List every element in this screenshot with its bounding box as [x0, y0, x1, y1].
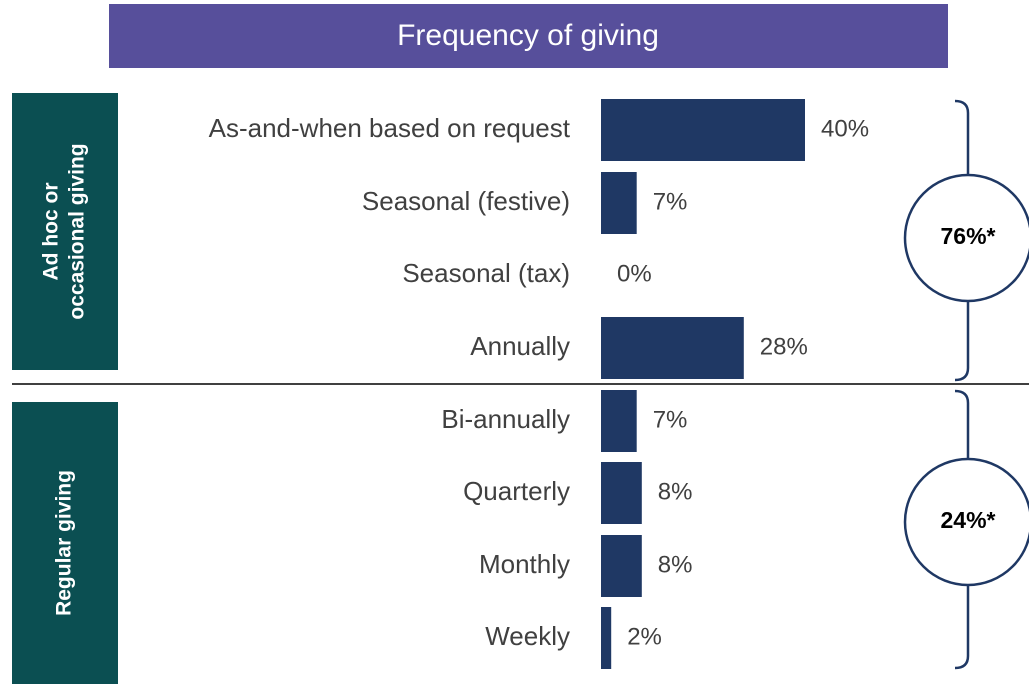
group-total: 76%* [941, 223, 996, 249]
category-label: Monthly [479, 549, 570, 579]
group-box [12, 93, 118, 370]
bar [601, 462, 642, 524]
value-label: 2% [627, 623, 662, 650]
group-label: Ad hoc or [40, 183, 63, 281]
category-label: As-and-when based on request [209, 113, 571, 143]
bar [601, 317, 744, 379]
value-label: 0% [617, 260, 652, 287]
group-label: Regular giving [53, 470, 76, 616]
chart-title: Frequency of giving [397, 19, 659, 52]
group-box [12, 402, 118, 684]
category-label: Seasonal (festive) [362, 186, 570, 216]
category-label: Quarterly [463, 476, 570, 506]
category-label: Weekly [485, 621, 570, 651]
bar [601, 99, 805, 161]
bar [601, 535, 642, 597]
value-label: 8% [658, 478, 693, 505]
title-banner [109, 4, 948, 68]
value-label: 7% [653, 188, 688, 215]
bar [601, 172, 637, 234]
group-label: occasional giving [66, 143, 89, 319]
category-label: Annually [470, 331, 570, 361]
category-label: Seasonal (tax) [402, 258, 570, 288]
value-label: 40% [821, 115, 869, 142]
bar [601, 607, 612, 669]
value-label: 7% [653, 406, 688, 433]
category-label: Bi-annually [441, 404, 570, 434]
total-circle [903, 173, 1029, 303]
group-total: 24%* [941, 507, 996, 533]
bar [601, 390, 637, 452]
value-label: 8% [658, 551, 693, 578]
value-label: 28% [760, 333, 808, 360]
total-circle [903, 457, 1029, 587]
